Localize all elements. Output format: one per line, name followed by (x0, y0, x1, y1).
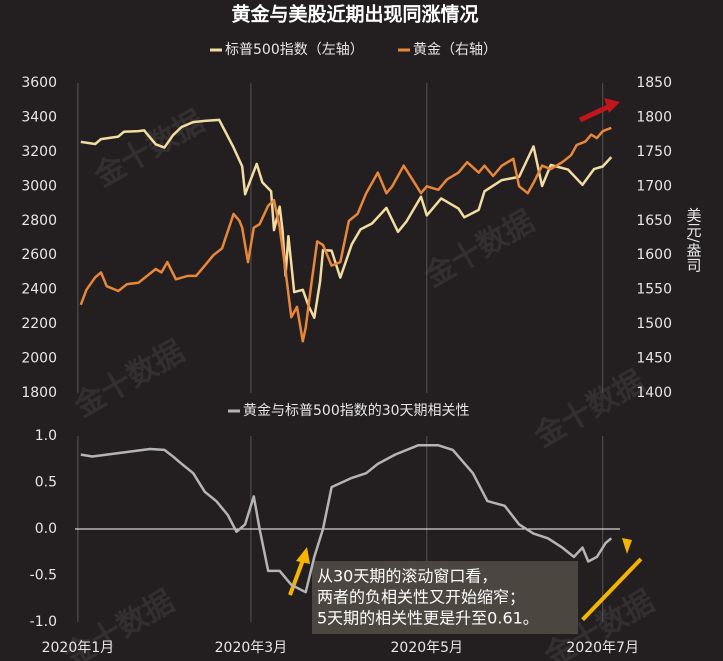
y2-tick-label: 1400 (636, 385, 672, 401)
y2-tick-label: 1450 (636, 351, 672, 367)
y2-tick-label: 1600 (636, 247, 672, 263)
y2-tick-label: 1550 (636, 282, 672, 298)
legend-label: 黄金（右轴） (413, 41, 497, 58)
y-tick-label: 3000 (21, 178, 57, 194)
y-tick-label: 0.5 (35, 475, 57, 491)
watermark: 金十数据 (88, 104, 210, 195)
y-tick-label: 2200 (21, 316, 57, 332)
y2-tick-label: 1650 (636, 213, 672, 229)
annotation-text: 两者的负相关性又开始缩窄； (317, 588, 525, 607)
y2-tick-label: 1700 (636, 178, 672, 194)
y2-tick-label: 1750 (636, 144, 672, 160)
x-tick-label: 2020年3月 (215, 640, 288, 656)
series-line (80, 444, 613, 594)
y-tick-label: 3600 (21, 75, 57, 91)
y-tick-label: 1.0 (35, 428, 57, 444)
series-line (80, 118, 613, 319)
arrow-head (604, 98, 620, 113)
x-tick-label: 2020年7月 (566, 640, 639, 656)
watermark: 金十数据 (418, 204, 540, 295)
y2-tick-label: 1850 (636, 75, 672, 91)
x-tick-label: 2020年1月 (42, 640, 115, 656)
y-tick-label: 0.0 (35, 521, 57, 537)
y-tick-label: -0.5 (30, 568, 57, 584)
x-tick-label: 2020年5月 (391, 640, 464, 656)
chart-title: 黄金与美股近期出现同涨情况 (231, 3, 478, 26)
annotation-box (312, 561, 578, 634)
y2-axis-label: 美元/盎司 (685, 207, 703, 272)
y2-tick-label: 1500 (636, 316, 672, 332)
y-tick-label: 3400 (21, 109, 57, 125)
y-tick-label: 2600 (21, 247, 57, 263)
arrow (288, 559, 305, 596)
annotation-text: 从30天期的滚动窗口看， (317, 567, 497, 586)
y-tick-label: 2800 (21, 213, 57, 229)
arrow (578, 102, 614, 123)
watermark: 金十数据 (528, 364, 650, 455)
y2-tick-label: 1800 (636, 109, 672, 125)
watermark: 金十数据 (68, 334, 190, 425)
annotation-text: 5天期的相关性更是升至0.61。 (317, 609, 539, 628)
arrow-head (296, 547, 310, 564)
y-tick-label: -1.0 (30, 614, 57, 630)
legend-label: 标普500指数（左轴） (225, 42, 364, 58)
y-tick-label: 3200 (21, 144, 57, 160)
y-tick-label: 1800 (21, 385, 57, 401)
y-tick-label: 2400 (21, 282, 57, 298)
arrow-head (622, 538, 632, 554)
legend-label: 黄金与标普500指数的30天期相关性 (243, 402, 470, 419)
y-tick-label: 2000 (21, 351, 57, 367)
series-line (79, 126, 612, 343)
arrow (581, 557, 643, 622)
